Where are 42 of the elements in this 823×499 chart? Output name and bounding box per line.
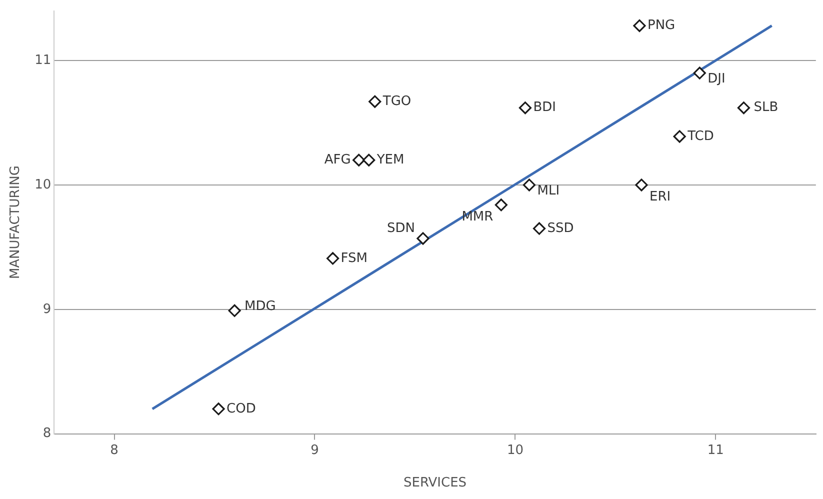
annotation: YEM (376, 152, 404, 168)
annotation: AFG (324, 152, 351, 168)
point (518, 102, 532, 114)
x-tick-label: 10 (506, 442, 524, 458)
annotation: DJI (708, 71, 726, 86)
point (368, 95, 382, 108)
annotation: TGO (382, 94, 412, 109)
y-axis-title: MANUFACTURING (8, 166, 24, 280)
y-tick-label: 11 (34, 52, 52, 68)
point (673, 130, 686, 143)
x-tick-label: 11 (707, 442, 724, 458)
annotation: SDN (386, 220, 415, 236)
y-tick-label: 8 (42, 426, 52, 442)
annotation: MDG (244, 299, 276, 314)
annotation: MMR (462, 209, 494, 224)
point (352, 154, 366, 166)
annotation: COD (226, 401, 256, 416)
point (212, 402, 225, 416)
y-tick-label: 9 (42, 302, 52, 317)
x-axis-title: SERVICES (403, 476, 467, 491)
annotation: SSD (547, 220, 574, 236)
point (635, 178, 648, 192)
point (532, 222, 546, 235)
point (633, 19, 646, 32)
point (737, 102, 750, 114)
point (416, 232, 430, 245)
annotation: FSM (340, 250, 368, 266)
point (228, 304, 241, 317)
y-tick-label: 10 (34, 177, 52, 192)
annotation: SLB (754, 100, 778, 116)
point (494, 198, 508, 212)
x-tick-label: 9 (310, 442, 319, 458)
annotation: BDI (533, 100, 556, 116)
annotation: TCD (686, 128, 714, 144)
annotation: PNG (647, 18, 676, 34)
point (522, 178, 536, 192)
x-tick-label: 8 (110, 442, 118, 458)
annotation: MLI (537, 183, 560, 198)
point (326, 252, 340, 265)
point (693, 66, 706, 80)
point (362, 154, 376, 166)
annotation: ERI (649, 189, 671, 204)
